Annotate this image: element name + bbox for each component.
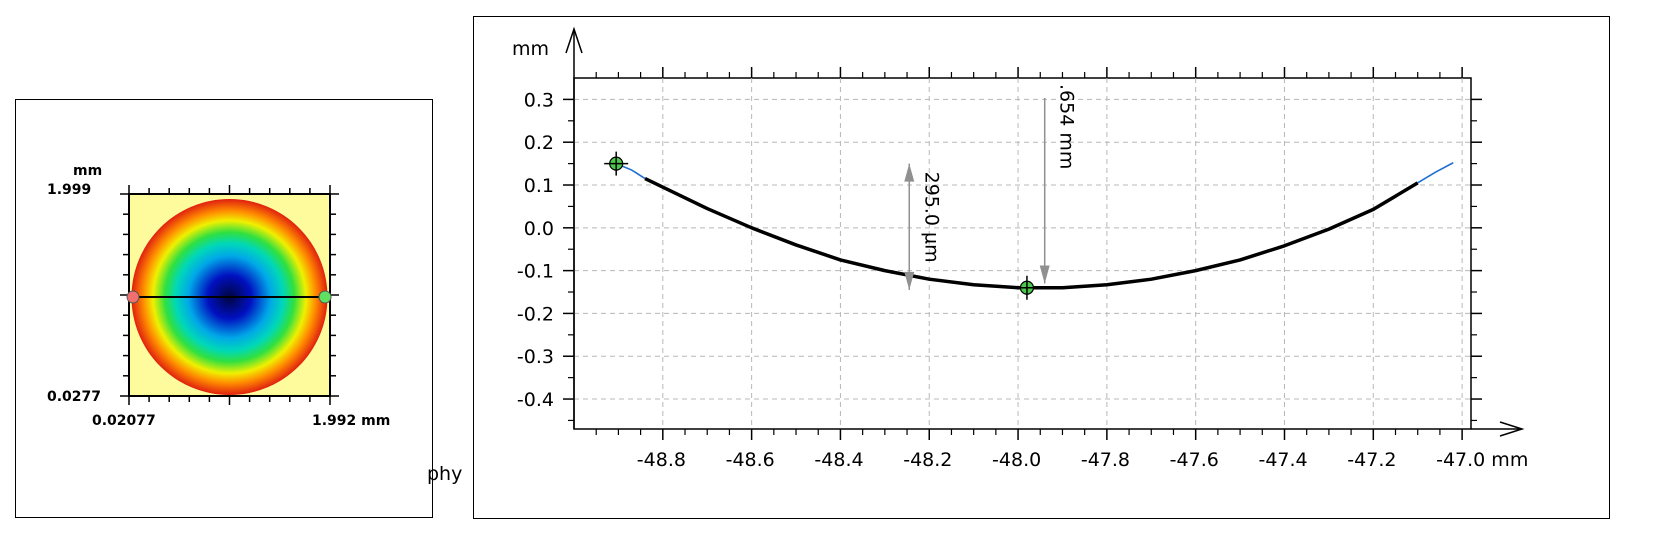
series xyxy=(615,162,1454,290)
x-tick-label: -48.8 xyxy=(637,449,686,471)
x-tick-label: -47.8 xyxy=(1081,449,1130,471)
height-dimension: 295.0 µm xyxy=(904,163,942,290)
profile-edge-segment xyxy=(1417,162,1454,184)
min-point-marker xyxy=(1014,275,1039,300)
markers xyxy=(604,151,1039,300)
x-tick-label: -47.2 xyxy=(1347,449,1396,471)
width-dimension: .654 mm xyxy=(1039,84,1078,284)
dimension-arrow-top xyxy=(904,163,915,182)
dimension-label: .654 mm xyxy=(1056,84,1078,169)
x-tick-label: -48.4 xyxy=(814,449,863,471)
dimension-arrow-bottom xyxy=(904,271,915,290)
cut-off-caption: phy xyxy=(427,463,463,485)
topography-preview-panel: mm 1.999 0.0277 0.02077 1.992 mm xyxy=(15,99,433,518)
preview-x-min-label: 0.02077 xyxy=(92,413,156,429)
profile-start-handle xyxy=(126,290,140,304)
dimension-label: 295.0 µm xyxy=(920,172,942,263)
y-tick-label: 0.0 xyxy=(524,218,554,240)
plot-frame xyxy=(573,77,1472,430)
x-tick-label: -47.6 xyxy=(1170,449,1219,471)
x-tick-label: -47.0 mm xyxy=(1436,449,1528,471)
profile-chart: -48.8 -48.6 -48.4 -48.2 -48.0 -47.8 -47.6 -47.4… xyxy=(512,26,1528,471)
x-axis-arrow xyxy=(1499,421,1525,437)
annotations: 295.0 µm .654 mm xyxy=(904,84,1078,290)
preview-plot xyxy=(120,185,339,405)
profile-chart-panel: -48.8 -48.6 -48.4 -48.2 -48.0 -47.8 -47.6 -47.4… xyxy=(473,16,1610,519)
profile-curve xyxy=(644,177,1419,290)
y-axis-unit: mm xyxy=(512,38,549,60)
y-tick-label: 0.2 xyxy=(524,132,554,154)
preview-x-max-label: 1.992 mm xyxy=(312,413,391,429)
preview-y-unit: mm xyxy=(73,163,103,179)
axes: mm xyxy=(512,26,1525,437)
x-tick-label: -48.6 xyxy=(726,449,775,471)
tick-labels: -48.8 -48.6 -48.4 -48.2 -48.0 -47.8 -47.6 -47.4… xyxy=(517,89,1528,471)
y-tick-label: -0.1 xyxy=(517,261,554,283)
x-tick-label: -48.2 xyxy=(903,449,952,471)
start-point-marker xyxy=(604,151,629,176)
y-tick-label: 0.3 xyxy=(524,89,554,111)
profile-end-handle xyxy=(318,290,332,304)
x-tick-label: -48.0 xyxy=(992,449,1041,471)
grid xyxy=(573,77,1472,430)
y-axis-arrow xyxy=(565,26,583,54)
y-tick-label: 0.1 xyxy=(524,175,554,197)
y-tick-label: -0.2 xyxy=(517,303,554,325)
preview-y-max-label: 1.999 xyxy=(47,182,92,198)
axis-ticks xyxy=(563,67,1482,440)
y-tick-label: -0.4 xyxy=(517,389,554,411)
dimension-arrow-bottom xyxy=(1039,265,1050,284)
preview-y-min-label: 0.0277 xyxy=(47,389,102,405)
y-tick-label: -0.3 xyxy=(517,346,554,368)
x-tick-label: -47.4 xyxy=(1258,449,1307,471)
preview-ticks xyxy=(120,185,339,405)
